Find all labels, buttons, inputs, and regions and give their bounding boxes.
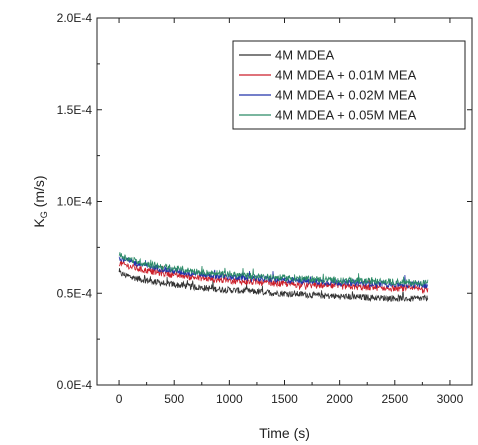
x-tick-label: 0 bbox=[116, 392, 123, 406]
y-axis-title: KG (m/s) bbox=[31, 175, 49, 227]
legend: 4M MDEA 4M MDEA + 0.01M MEA 4M MDEA + 0.02… bbox=[233, 41, 465, 129]
y-axis-title-unit: (m/s) bbox=[31, 175, 47, 211]
legend-label: 4M MDEA + 0.02M MEA bbox=[275, 88, 417, 103]
y-tick-label: 1.0E-4 bbox=[57, 195, 93, 209]
y-tick-label: 1.5E-4 bbox=[57, 103, 93, 117]
y-axis-title-subscript: G bbox=[39, 211, 49, 218]
y-tick-label: 0.5E-4 bbox=[57, 286, 93, 300]
legend-label: 4M MDEA bbox=[275, 48, 335, 63]
legend-label: 4M MDEA + 0.01M MEA bbox=[275, 68, 417, 83]
x-tick-label: 3000 bbox=[437, 392, 464, 406]
x-tick-label: 500 bbox=[164, 392, 184, 406]
legend-label: 4M MDEA + 0.05M MEA bbox=[275, 108, 417, 123]
x-tick-label: 1000 bbox=[216, 392, 243, 406]
x-axis-title: Time (s) bbox=[259, 425, 310, 441]
y-tick-label: 2.0E-4 bbox=[57, 11, 93, 25]
y-tick-label: 0.0E-4 bbox=[57, 378, 93, 392]
x-tick-label: 2500 bbox=[381, 392, 408, 406]
x-tick-label: 1500 bbox=[271, 392, 298, 406]
x-tick-label: 2000 bbox=[326, 392, 353, 406]
